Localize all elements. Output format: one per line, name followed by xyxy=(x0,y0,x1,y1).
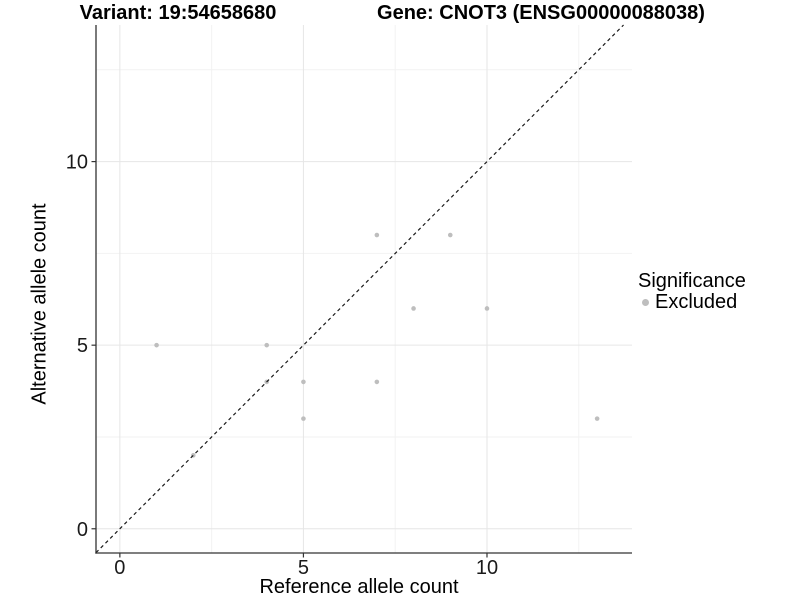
y-axis-label: Alternative allele count xyxy=(28,203,51,405)
data-point xyxy=(301,416,306,421)
legend-entry: Excluded xyxy=(638,292,746,313)
y-tick-label: 0 xyxy=(77,519,88,541)
legend: Significance Excluded xyxy=(638,271,746,313)
plot-title-variant: Variant: 19:54658680 xyxy=(79,2,277,24)
y-tick-label: 5 xyxy=(77,335,88,357)
x-axis-label: Reference allele count xyxy=(259,576,459,598)
y-tick-label: 10 xyxy=(66,152,88,174)
data-point xyxy=(411,306,416,311)
data-point xyxy=(484,306,490,311)
x-tick-label: 5 xyxy=(298,557,309,579)
data-point xyxy=(374,379,380,385)
legend-title: Significance xyxy=(638,270,746,292)
data-point xyxy=(594,416,600,421)
data-point xyxy=(447,232,453,238)
plot-title-gene: Gene: CNOT3 (ENSG00000088038) xyxy=(377,2,705,24)
data-point xyxy=(154,342,159,348)
data-point xyxy=(301,379,306,385)
data-point xyxy=(264,342,270,348)
x-tick-label: 10 xyxy=(476,557,498,579)
identity-reference-line xyxy=(95,24,624,554)
data-point xyxy=(374,232,380,238)
x-tick-label: 0 xyxy=(114,557,125,579)
excluded-point-icon xyxy=(642,299,649,306)
legend-entry-label: Excluded xyxy=(655,291,738,313)
